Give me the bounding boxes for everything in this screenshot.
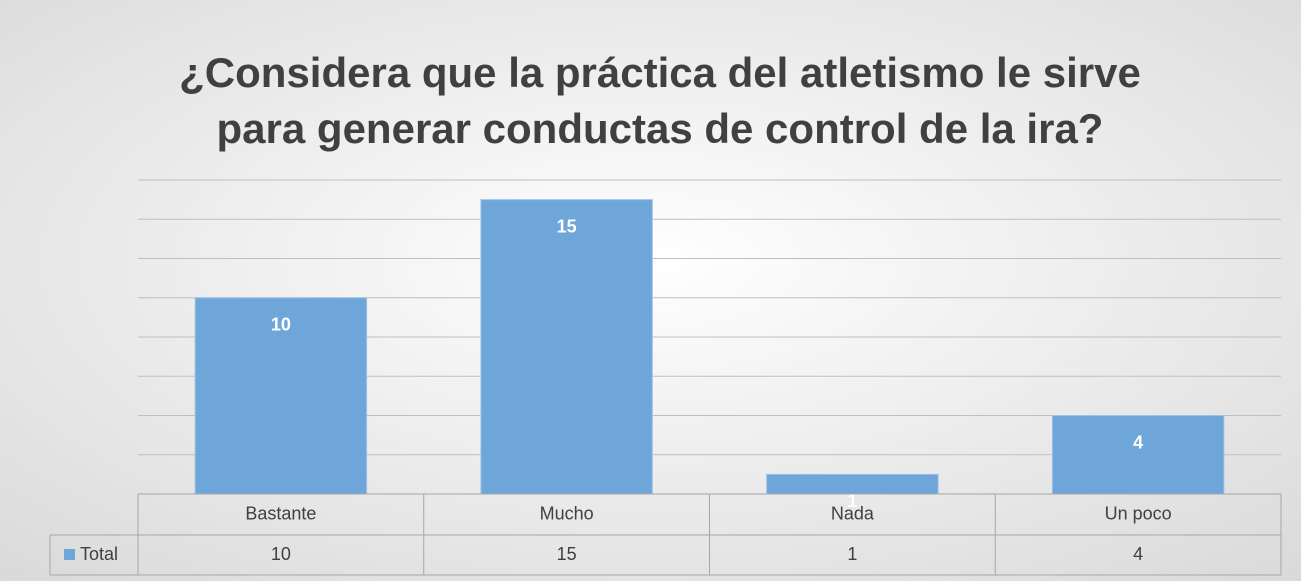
table-category: Bastante bbox=[245, 503, 316, 523]
data-label: 4 bbox=[1133, 432, 1143, 452]
table-value: 4 bbox=[1133, 544, 1143, 564]
legend-key bbox=[64, 549, 75, 560]
table-category: Mucho bbox=[540, 503, 594, 523]
bar bbox=[194, 297, 368, 495]
table-category: Un poco bbox=[1105, 503, 1172, 523]
data-label: 15 bbox=[557, 216, 577, 236]
data-label: 1 bbox=[847, 491, 857, 511]
chart-title: ¿Considera que la práctica del atletismo… bbox=[179, 49, 1141, 96]
table-category: Nada bbox=[831, 503, 875, 523]
table-value: 15 bbox=[557, 544, 577, 564]
bar bbox=[1051, 415, 1225, 495]
data-label: 10 bbox=[271, 315, 291, 335]
legend-label: Total bbox=[80, 544, 118, 564]
bar bbox=[480, 199, 653, 495]
table-value: 10 bbox=[271, 544, 291, 564]
chart-title: para generar conductas de control de la … bbox=[217, 105, 1104, 152]
table-value: 1 bbox=[847, 544, 857, 564]
